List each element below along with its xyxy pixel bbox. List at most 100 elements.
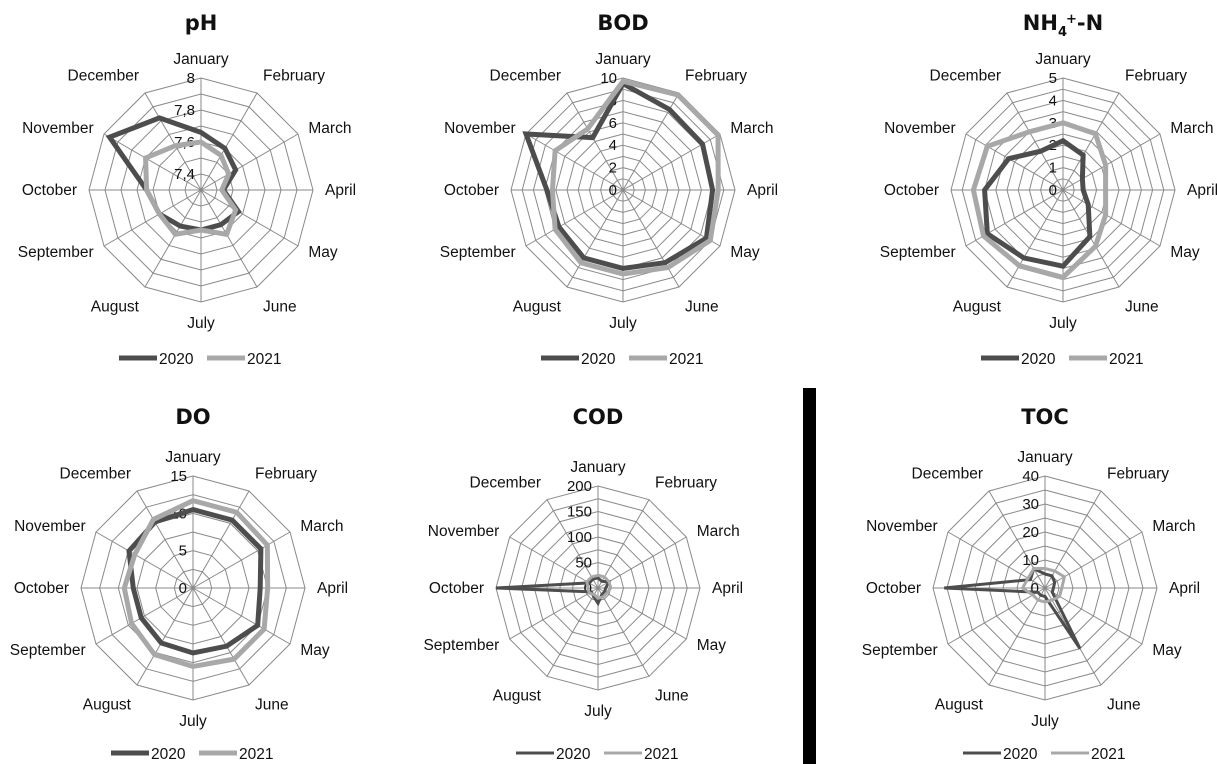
month-label: May xyxy=(308,244,338,261)
radial-tick-label: 20 xyxy=(1022,524,1039,541)
series-2021-line xyxy=(585,573,613,600)
month-label: October xyxy=(14,580,69,597)
month-label: February xyxy=(655,474,717,491)
month-label: June xyxy=(263,298,297,315)
month-label: March xyxy=(1152,518,1195,535)
series-2021-line xyxy=(1020,566,1067,604)
radial-tick-label: 4 xyxy=(609,137,617,154)
grid-spoke xyxy=(1062,133,1161,191)
month-label: December xyxy=(490,68,562,85)
month-label: December xyxy=(60,466,132,483)
radar-panel-ph: pH January February March April May June July Au… xyxy=(18,11,356,368)
legend-label-2021: 2021 xyxy=(239,746,273,763)
radial-tick-label: 6 xyxy=(609,115,617,132)
month-label: April xyxy=(1169,580,1200,597)
radar-panel-bod: BOD January February March April May June July A… xyxy=(440,11,778,368)
month-label: August xyxy=(83,696,132,713)
grid-spoke xyxy=(192,490,250,589)
radial-tick-label: 4 xyxy=(1049,92,1057,109)
grid-spoke xyxy=(1062,189,1161,247)
series-2020-line xyxy=(522,80,716,271)
month-label: January xyxy=(173,51,228,68)
series-2020-line xyxy=(982,137,1093,269)
grid-spoke xyxy=(95,587,194,645)
month-label: September xyxy=(423,637,499,654)
month-label: May xyxy=(300,642,330,659)
month-label: March xyxy=(730,120,773,137)
chart-title: COD xyxy=(573,405,624,429)
radial-tick-label: 5 xyxy=(1049,70,1057,87)
legend: 2020 2021 xyxy=(516,746,678,763)
legend-label-2020: 2020 xyxy=(159,351,194,368)
radial-tick-label: 30 xyxy=(1022,496,1039,513)
month-label: February xyxy=(263,68,325,85)
month-label: February xyxy=(255,466,317,483)
grid-spoke xyxy=(1062,92,1120,191)
radial-tick-label: 1 xyxy=(1049,160,1057,177)
legend-label-2021: 2021 xyxy=(644,746,678,763)
month-label: December xyxy=(470,474,542,491)
grid-spoke xyxy=(192,587,291,645)
month-label: June xyxy=(685,298,719,315)
legend-label-2020: 2020 xyxy=(1021,351,1056,368)
chart-title: NH4+-N xyxy=(1023,11,1103,40)
legend: 2020 2021 xyxy=(541,351,703,368)
chart-title: TOC xyxy=(1021,405,1069,429)
grid-spoke xyxy=(103,189,202,247)
radial-tick-label: 150 xyxy=(567,504,592,521)
grid-spoke xyxy=(192,587,250,686)
grid-spoke xyxy=(566,189,624,288)
radial-tick-label: 0 xyxy=(1031,580,1039,597)
grid-spoke xyxy=(192,531,291,589)
radial-tick-label: 5 xyxy=(179,543,187,560)
month-label: October xyxy=(866,580,921,597)
grid-spoke xyxy=(509,587,599,640)
radial-tick-label: 50 xyxy=(575,555,592,572)
month-label: July xyxy=(584,703,612,720)
month-label: February xyxy=(1125,68,1187,85)
radar-panel-toc: TOC January February March April May June July A… xyxy=(862,405,1200,763)
month-label: April xyxy=(712,580,743,597)
month-label: December xyxy=(912,466,984,483)
radial-tick-label: 0 xyxy=(1049,182,1057,199)
series-2021-line xyxy=(970,120,1109,281)
month-label: April xyxy=(747,182,778,199)
month-label: November xyxy=(866,518,938,535)
month-label: October xyxy=(22,182,77,199)
radar-panel-do: DO January February March April May June July Au… xyxy=(10,405,348,763)
legend-label-2021: 2021 xyxy=(1109,351,1143,368)
grid-spoke xyxy=(546,587,599,677)
month-label: February xyxy=(685,68,747,85)
month-label: September xyxy=(18,244,94,261)
grid-spoke xyxy=(622,189,721,247)
chart-title: pH xyxy=(185,11,218,35)
month-label: May xyxy=(697,637,727,654)
month-label: June xyxy=(655,688,689,705)
radial-tick-label: 40 xyxy=(1022,468,1039,485)
grid-spoke xyxy=(1044,587,1143,645)
month-label: August xyxy=(513,298,562,315)
series-2020-line xyxy=(944,566,1082,650)
month-label: March xyxy=(697,523,740,540)
grid-spoke xyxy=(1006,92,1064,191)
grid-spoke xyxy=(597,587,650,677)
series-2021-line xyxy=(143,139,239,238)
month-label: January xyxy=(570,459,625,476)
month-label: November xyxy=(14,518,86,535)
month-label: November xyxy=(428,523,500,540)
grid-spoke xyxy=(525,189,624,247)
month-label: July xyxy=(1049,315,1077,332)
grid-spoke xyxy=(1044,531,1143,589)
grid-spoke xyxy=(144,92,202,191)
grid-spoke xyxy=(546,499,599,589)
grid-spoke xyxy=(622,189,680,288)
legend-label-2020: 2020 xyxy=(581,351,616,368)
grid-spoke xyxy=(1006,189,1064,288)
month-label: May xyxy=(1170,244,1200,261)
month-label: October xyxy=(429,580,484,597)
series-2021-line xyxy=(121,497,271,669)
month-label: January xyxy=(1035,51,1090,68)
month-label: October xyxy=(884,182,939,199)
legend-label-2020: 2020 xyxy=(556,746,591,763)
